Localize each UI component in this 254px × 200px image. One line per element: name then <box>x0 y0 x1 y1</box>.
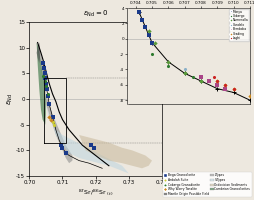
Point <box>223 87 227 90</box>
Polygon shape <box>79 135 151 168</box>
Point <box>206 79 210 83</box>
Point <box>182 72 186 75</box>
Point <box>182 72 186 75</box>
Point <box>64 151 68 154</box>
Point <box>44 82 48 85</box>
Point <box>45 92 49 95</box>
Point <box>223 83 227 86</box>
Point <box>214 79 218 83</box>
Legend: Bega Granodiorite, Ardalah Suite, Cobargo Granodiorite, Why Worry Tonalite, Mant: Bega Granodiorite, Ardalah Suite, Cobarg… <box>162 172 250 197</box>
Point <box>198 79 202 83</box>
Point <box>43 77 47 80</box>
Point <box>143 26 147 29</box>
Point <box>247 95 251 98</box>
Point <box>223 83 227 86</box>
Point <box>182 68 186 71</box>
Point <box>231 87 235 90</box>
Point <box>198 76 202 79</box>
Point <box>166 64 170 67</box>
Point <box>149 52 153 56</box>
Point <box>136 10 140 13</box>
Point <box>59 144 63 147</box>
Point <box>149 41 153 44</box>
Point <box>231 91 235 94</box>
Point <box>136 10 140 13</box>
Point <box>214 79 218 83</box>
Point <box>231 87 235 90</box>
Point <box>247 99 251 102</box>
Point <box>214 83 218 86</box>
Polygon shape <box>37 43 46 125</box>
Polygon shape <box>37 43 40 63</box>
Point <box>91 146 96 149</box>
Point <box>166 60 170 63</box>
Legend: Munya, Cobargo, Numeralla, Candelo, Bemboka, Grading, Laghi: Munya, Cobargo, Numeralla, Candelo, Bemb… <box>228 9 248 41</box>
Point <box>211 76 215 79</box>
Point <box>140 18 144 21</box>
Point <box>47 115 51 119</box>
X-axis label: $^{87}$Sr/$^{86}$Sr $_{(t)}$: $^{87}$Sr/$^{86}$Sr $_{(t)}$ <box>77 188 113 197</box>
Point <box>45 95 49 98</box>
Point <box>198 79 202 83</box>
Point <box>44 85 48 88</box>
Text: $\varepsilon_{\mathrm{Nd}} = 0$: $\varepsilon_{\mathrm{Nd}} = 0$ <box>83 9 108 19</box>
Point <box>206 79 210 83</box>
Point <box>198 79 202 83</box>
Point <box>41 61 45 65</box>
Point <box>41 74 45 78</box>
Point <box>50 115 54 119</box>
Point <box>190 76 194 79</box>
Point <box>214 83 218 86</box>
Point <box>182 72 186 75</box>
Point <box>49 118 53 121</box>
Point <box>42 72 46 75</box>
Point <box>153 41 157 44</box>
Y-axis label: $\varepsilon_{\mathrm{Nd}}$: $\varepsilon_{\mathrm{Nd}}$ <box>6 93 15 105</box>
Point <box>50 120 54 124</box>
Point <box>166 60 170 63</box>
Point <box>198 76 202 79</box>
Point <box>149 41 153 44</box>
Point <box>146 29 150 33</box>
Point <box>52 123 56 126</box>
Point <box>146 33 150 36</box>
Point <box>44 87 49 90</box>
Polygon shape <box>46 104 128 173</box>
Point <box>214 87 218 90</box>
Point <box>42 79 46 83</box>
Point <box>42 67 46 70</box>
Polygon shape <box>37 43 72 163</box>
Point <box>60 146 64 149</box>
Point <box>88 144 92 147</box>
Point <box>47 103 51 106</box>
